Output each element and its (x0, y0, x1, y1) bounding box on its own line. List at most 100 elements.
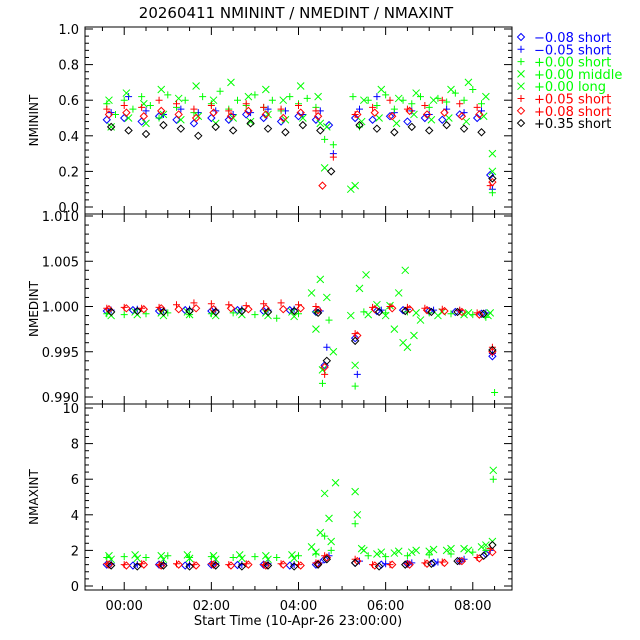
nmaxint-point-series-4 (357, 544, 366, 553)
nmaxint-point-series-4 (351, 487, 359, 496)
legend-label-4: +0.00 long (534, 80, 606, 95)
nmaxint-point-series-3 (288, 550, 296, 559)
nmaxint-point-series-7 (159, 561, 168, 570)
nmedint-point-series-6 (370, 305, 379, 314)
nmaxint-point-series-6 (387, 560, 397, 569)
legend-label-5: +0.05 short (534, 93, 611, 108)
nmedint-point-series-7 (488, 345, 497, 355)
nmedint-point-series-7 (401, 306, 410, 316)
nmedint-point-series-4 (390, 325, 399, 333)
nminint-point-series-5 (155, 96, 163, 104)
nminint-point-series-6 (370, 108, 379, 117)
nminint-point-series-6 (226, 112, 236, 121)
nmaxint-point-series-6 (261, 561, 271, 570)
nminint-point-series-6 (475, 110, 484, 119)
nmaxint-point-series-2 (251, 553, 259, 561)
nmedint-point-series-6 (387, 304, 397, 313)
nminint-point-series-2 (303, 94, 311, 102)
nmedint-point-series-6 (122, 304, 131, 313)
nmaxint-point-series-0 (311, 560, 321, 569)
nmaxint-point-series-6 (296, 561, 305, 570)
nmedint-point-series-4 (364, 310, 373, 319)
nmedint-point-series-6 (405, 305, 414, 314)
nmaxint-point-series-3 (447, 544, 455, 553)
nminint-point-series-5 (225, 107, 233, 115)
nmaxint-point-series-3 (331, 478, 340, 487)
nminint-point-series-1 (425, 110, 433, 118)
nmaxint-point-series-6 (191, 561, 201, 570)
nminint-point-series-4 (444, 114, 453, 122)
nminint-point-series-4 (346, 185, 355, 194)
nminint-point-series-5 (351, 110, 359, 118)
nmaxint-point-series-6 (209, 560, 218, 569)
nmedint-point-series-6 (475, 310, 484, 319)
nminint-point-series-2 (478, 100, 485, 108)
nmedint-point-series-4 (434, 311, 442, 320)
nminint-point-series-6 (488, 177, 497, 187)
nmaxint-point-series-3 (131, 550, 139, 559)
nmaxint-point-series-3 (209, 551, 218, 560)
nminint-point-series-5 (386, 96, 394, 104)
nmedint-point-series-5 (321, 370, 329, 378)
legend-label-2: +0.00 short (534, 56, 611, 71)
nminint-point-series-7 (211, 122, 220, 132)
nmedint-point-series-1 (353, 370, 361, 378)
nmedint-point-series-5 (207, 300, 215, 308)
legend-marker-7 (516, 118, 526, 128)
nmedint-point-series-6 (226, 304, 236, 313)
nminint-point-series-2 (451, 89, 459, 97)
nminint-point-series-5 (173, 100, 180, 108)
nminint-point-series-3 (351, 181, 359, 190)
nminint-point-series-2 (146, 102, 154, 110)
nmaxint-point-series-4 (238, 554, 246, 563)
nminint-ytick-label: 0.0 (58, 201, 79, 216)
nminint-point-series-2 (268, 96, 276, 104)
nmaxint-point-series-6 (157, 561, 166, 570)
nmedint-point-series-4 (410, 331, 418, 340)
nminint-point-series-2 (425, 103, 433, 111)
nmaxint-point-series-7 (313, 560, 323, 569)
nmedint-y-axis-label: NMEDINT (27, 280, 41, 337)
nmedint-point-series-7 (350, 336, 360, 346)
nminint-point-series-1 (142, 107, 150, 115)
legend-marker-4 (517, 82, 525, 91)
legend-marker-2 (517, 58, 525, 66)
nminint-point-series-7 (141, 129, 151, 139)
nminint-point-series-4 (392, 119, 401, 128)
nminint-point-series-6 (157, 106, 166, 116)
nminint-point-series-0 (207, 113, 216, 123)
nmedint-point-series-7 (263, 307, 273, 317)
nminint-point-series-0 (438, 115, 447, 124)
nminint-point-series-5 (295, 102, 302, 110)
nminint-point-series-4 (142, 119, 150, 128)
nmedint-point-series-3 (464, 308, 473, 317)
nmaxint-point-series-2 (382, 553, 390, 561)
nminint-point-series-5 (438, 96, 446, 104)
nmaxint-point-series-2 (295, 552, 302, 560)
nmaxint-point-series-4 (390, 549, 399, 557)
nminint-point-series-5 (138, 103, 146, 111)
nminint-point-series-7 (390, 128, 399, 137)
nmaxint-ytick-label: 10 (62, 402, 79, 417)
nmedint-point-series-5 (488, 343, 496, 351)
nminint-point-series-3 (105, 96, 113, 105)
nmaxint-point-series-7 (289, 562, 299, 571)
nmaxint-point-series-3 (489, 466, 498, 475)
nmedint-point-series-6 (191, 304, 201, 313)
nminint-point-series-0 (350, 113, 360, 123)
nmedint-point-series-4 (416, 316, 425, 324)
nmedint-point-series-6 (320, 362, 329, 372)
nmaxint-ytick-label: 4 (71, 509, 79, 524)
nmaxint-point-series-0 (233, 560, 242, 570)
nmedint-point-series-2 (229, 309, 237, 317)
nminint-point-series-7 (326, 167, 336, 176)
nmaxint-point-series-6 (174, 560, 183, 569)
nmaxint-point-series-2 (273, 554, 281, 562)
nminint-point-series-2 (138, 93, 146, 101)
nmaxint-point-series-6 (322, 553, 332, 562)
nminint-point-series-3 (394, 94, 403, 103)
nmaxint-point-series-3 (307, 542, 316, 551)
nmedint-ytick-label: 0.995 (42, 346, 79, 361)
nminint-ytick-label: 0.6 (58, 94, 79, 109)
